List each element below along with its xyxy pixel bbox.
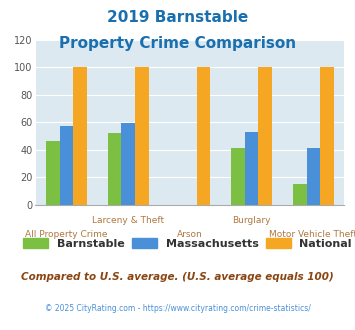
Text: Motor Vehicle Theft: Motor Vehicle Theft bbox=[269, 230, 355, 239]
Legend: Barnstable, Massachusetts, National: Barnstable, Massachusetts, National bbox=[23, 238, 352, 249]
Text: Larceny & Theft: Larceny & Theft bbox=[92, 216, 164, 225]
Bar bbox=[293, 184, 307, 205]
Bar bbox=[197, 67, 210, 205]
Text: 2019 Barnstable: 2019 Barnstable bbox=[107, 10, 248, 25]
Text: All Property Crime: All Property Crime bbox=[25, 230, 108, 239]
Bar bbox=[60, 126, 73, 205]
Bar bbox=[320, 67, 334, 205]
Bar bbox=[73, 67, 87, 205]
Bar bbox=[231, 148, 245, 205]
Text: Burglary: Burglary bbox=[233, 216, 271, 225]
Text: © 2025 CityRating.com - https://www.cityrating.com/crime-statistics/: © 2025 CityRating.com - https://www.city… bbox=[45, 304, 310, 313]
Bar bbox=[307, 148, 320, 205]
Bar bbox=[121, 123, 135, 205]
Text: Arson: Arson bbox=[177, 230, 203, 239]
Bar bbox=[108, 133, 121, 205]
Text: Compared to U.S. average. (U.S. average equals 100): Compared to U.S. average. (U.S. average … bbox=[21, 272, 334, 282]
Bar bbox=[46, 141, 60, 205]
Text: Property Crime Comparison: Property Crime Comparison bbox=[59, 36, 296, 51]
Bar bbox=[258, 67, 272, 205]
Bar bbox=[135, 67, 148, 205]
Bar bbox=[245, 132, 258, 205]
